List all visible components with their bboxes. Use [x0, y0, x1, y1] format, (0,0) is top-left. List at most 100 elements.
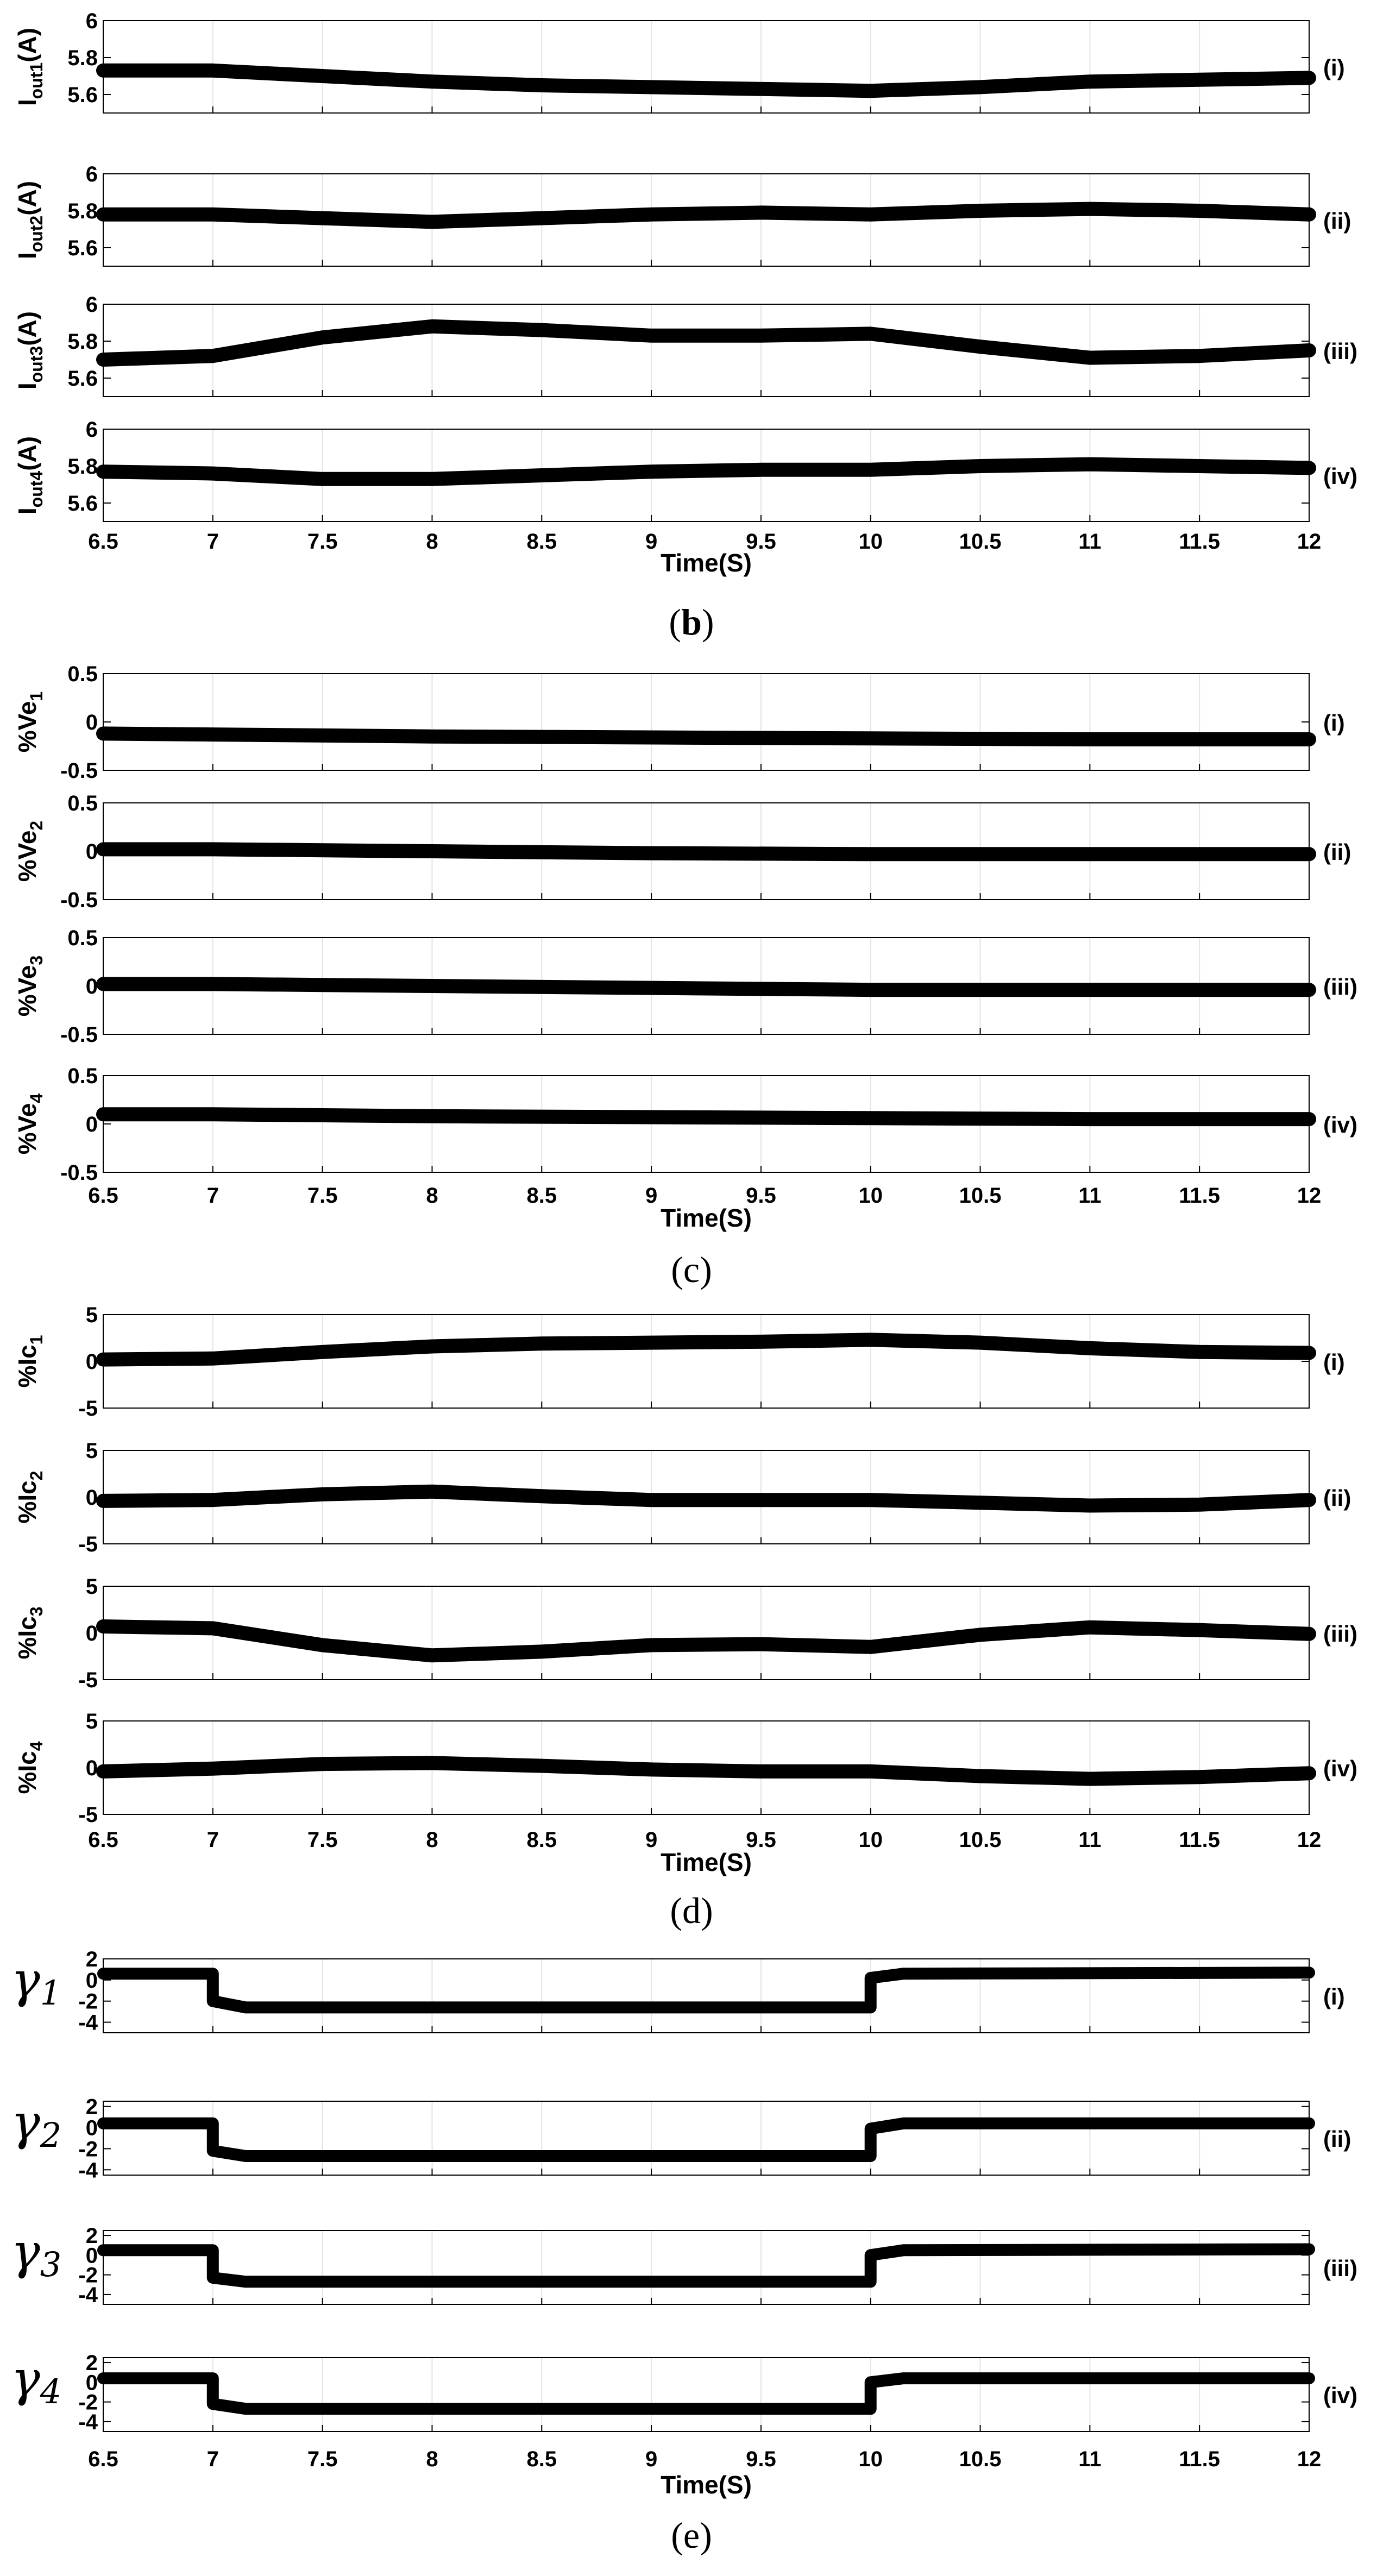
series-line-b-2 [96, 202, 1316, 229]
plots-layer: 5.6 5.8 6 Iout1(A) (i) 5.6 5.8 6 Iout2(A) (ii) 5.6… [11, 9, 1357, 2499]
y-axis-label: %Ic2 [13, 1471, 46, 1523]
panel-label: (ii) [1323, 208, 1351, 234]
x-tick-label: 11.5 [1179, 1828, 1220, 1852]
panel-label: (ii) [1323, 2126, 1351, 2152]
y-tick-label: -2 [78, 2264, 98, 2288]
y-axis-label: %Ve3 [13, 956, 46, 1016]
x-tick-label: 12 [1297, 2447, 1322, 2471]
subplot-c-3: -0.5 0 0.5 %Ve3 (iii) [13, 926, 1357, 1047]
y-tick-label: 0 [86, 1969, 98, 1993]
y-tick-label: -0.5 [60, 759, 98, 783]
y-tick-label: 2 [86, 2351, 98, 2375]
x-tick-label: 9.5 [746, 2447, 776, 2471]
y-tick-label: -4 [78, 2011, 98, 2035]
y-tick-label: -0.5 [60, 1161, 98, 1185]
x-tick-label: 8.5 [526, 1828, 557, 1852]
y-tick-label: -4 [78, 2410, 98, 2434]
x-tick-label: 6.5 [88, 530, 118, 554]
y-tick-label: 6 [86, 162, 98, 186]
axes-frame [103, 2357, 1310, 2432]
series-line-d-4 [96, 1756, 1316, 1786]
x-tick-label: 7 [207, 2447, 219, 2471]
y-tick-label: -0.5 [60, 888, 98, 912]
x-tick-label: 9.5 [746, 530, 776, 554]
y-tick-label: 6 [86, 9, 98, 33]
y-tick-label: 5.8 [67, 46, 98, 70]
x-tick-label: 7 [207, 530, 219, 554]
subplot-e-3: -4-202 γ3 (iii) [11, 2223, 1357, 2307]
y-axis-label: %Ve2 [13, 821, 46, 882]
series-line-c-2 [96, 842, 1316, 862]
x-tick-label: 11 [1078, 530, 1101, 554]
y-tick-label: 5 [86, 1575, 98, 1599]
x-tick-label: 6.5 [88, 1828, 118, 1852]
y-tick-label: 0 [86, 1113, 98, 1136]
subplot-b-4: 5.6 5.8 6 Iout4(A) (iv) 6.5 7 7.5 8 8.5 9 9.5 10 10.5… [13, 418, 1357, 577]
x-tick-label: 9 [645, 1828, 657, 1852]
x-tick-label: 8 [426, 1184, 438, 1208]
y-tick-label: 2 [86, 2224, 98, 2248]
y-tick-label: 2 [86, 2095, 98, 2119]
x-tick-label: 9.5 [746, 1184, 776, 1208]
series-line-c-1 [96, 726, 1316, 746]
x-tick-label: 11 [1078, 1184, 1101, 1208]
subplot-c-1: -0.5 0 0.5 %Ve1 (i) [13, 662, 1345, 783]
figure-caption-d: (d) [670, 1890, 713, 1931]
y-tick-label: 0 [86, 975, 98, 998]
y-tick-label: 0 [86, 1756, 98, 1780]
x-tick-label: 9 [645, 530, 657, 554]
y-tick-label: 0 [86, 840, 98, 864]
x-tick-label: 9 [645, 1184, 657, 1208]
x-tick-label: 10.5 [959, 1184, 1002, 1208]
series-line-e-4 [97, 2372, 1315, 2415]
x-tick-label: 8.5 [526, 2447, 557, 2471]
y-tick-label: -5 [78, 1397, 98, 1421]
panel-label: (iii) [1323, 1621, 1357, 1647]
subplot-d-3: -5 0 5 %Ic3 (iii) [13, 1575, 1357, 1692]
x-tick-label: 10 [858, 530, 883, 554]
x-tick-label: 10.5 [959, 2447, 1002, 2471]
y-axis-label: Iout1(A) [13, 28, 46, 106]
series-line-e-3 [97, 2243, 1315, 2288]
subplot-c-4: -0.5 0 0.5 %Ve4 (iv) 6.5 7 7.5 8 8.5 9 9.5 10 10.5 11 1… [13, 1064, 1357, 1232]
panel-label: (i) [1323, 55, 1345, 80]
y-tick-label: 5.6 [67, 492, 98, 516]
figure-caption-c: (c) [671, 1249, 712, 1290]
y-tick-label: 0 [86, 1486, 98, 1510]
x-tick-label: 11 [1078, 2447, 1101, 2471]
series-line-c-3 [96, 977, 1316, 997]
x-tick-label: 8 [426, 1828, 438, 1852]
x-tick-label: 8.5 [526, 1184, 557, 1208]
x-tick-label: 7.5 [307, 1184, 338, 1208]
x-tick-label: 10.5 [959, 1828, 1002, 1852]
series-line-e-2 [97, 2117, 1315, 2162]
y-tick-label: 0 [86, 2244, 98, 2267]
x-tick-label: 7 [207, 1184, 219, 1208]
y-tick-label: 0 [86, 1622, 98, 1645]
axes-frame [103, 2101, 1310, 2176]
x-tick-label: 12 [1297, 530, 1322, 554]
y-tick-label: -2 [78, 2391, 98, 2415]
y-tick-label: -5 [78, 1803, 98, 1827]
panel-label: (i) [1323, 710, 1345, 736]
y-tick-label: 5.8 [67, 199, 98, 223]
subplot-b-3: 5.6 5.8 6 Iout3(A) (iii) [13, 293, 1357, 397]
y-tick-label: 5.6 [67, 236, 98, 260]
y-axis-label: %Ve4 [13, 1094, 46, 1155]
y-axis-label: γ2 [11, 2094, 61, 2155]
y-tick-label: -4 [78, 2158, 98, 2182]
y-tick-label: 0 [86, 1350, 98, 1374]
x-axis-label: Time(S) [661, 1204, 752, 1232]
x-tick-label: 10 [858, 1184, 883, 1208]
y-tick-label: -5 [78, 1532, 98, 1556]
x-tick-label: 7.5 [307, 2447, 338, 2471]
subplot-e-1: -4-202 γ1 (i) [11, 1947, 1345, 2035]
x-tick-label: 9 [645, 2447, 657, 2471]
y-axis-label: Iout2(A) [13, 181, 46, 259]
panel-label: (iv) [1323, 463, 1357, 489]
y-tick-label: 0 [86, 711, 98, 734]
y-tick-label: 0 [86, 2116, 98, 2140]
x-tick-label: 8.5 [526, 530, 557, 554]
y-tick-label: 6 [86, 418, 98, 442]
